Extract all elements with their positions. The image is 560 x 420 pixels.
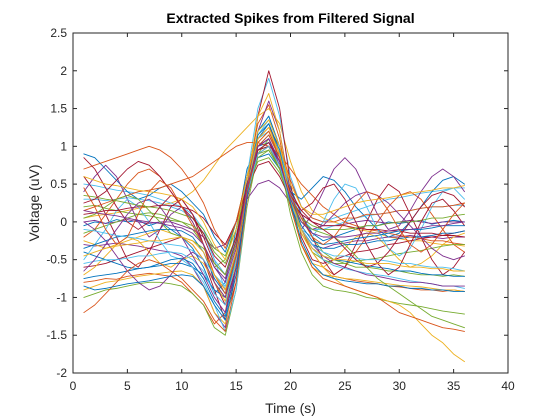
x-tick-label: 10 [175,379,189,393]
x-tick-label: 15 [229,379,243,393]
chart-title: Extracted Spikes from Filtered Signal [166,10,414,26]
x-tick-label: 40 [501,379,515,393]
x-tick-label: 30 [393,379,407,393]
y-tick-label: -2 [56,366,67,380]
y-tick-label: 1.5 [50,102,67,116]
x-tick-label: 25 [338,379,352,393]
series-line-26 [83,157,465,257]
series-line-4 [83,100,465,329]
series-line-19 [83,145,465,264]
x-tick-label: 5 [124,379,131,393]
series-line-35 [83,142,465,268]
ticks-layer: 0 5 10 15 20 25 30 35 40 -2 -1.5 -1 -0.5 0 0.5 1 1.5 2 2.5 [46,26,515,393]
series-line-7 [83,70,465,321]
x-axis-label: Time (s) [265,400,316,416]
y-tick-label: -1.5 [46,328,67,342]
series-line-39 [83,138,465,283]
series-layer [83,70,465,363]
y-axis-label: Voltage (uV) [26,164,42,241]
series-line-17 [83,92,465,325]
series-line-34 [83,145,465,287]
series-line-2 [83,104,465,325]
y-tick-label: 2.5 [50,26,67,40]
y-tick-label: -0.5 [46,253,67,267]
y-tick-label: -1 [56,290,67,304]
x-tick-label: 35 [447,379,461,393]
y-tick-label: 0.5 [50,177,67,191]
series-line-24 [83,130,465,363]
series-line-32 [83,142,465,314]
series-line-31 [83,119,465,261]
series-line-33 [83,149,465,329]
series-line-36 [83,123,465,321]
y-tick-label: 0 [60,215,67,229]
series-line-22 [83,115,465,317]
series-line-38 [83,126,465,291]
y-tick-label: 1 [60,139,67,153]
series-line-37 [83,134,465,295]
x-tick-label: 0 [70,379,77,393]
series-line-30 [83,130,465,332]
y-tick-label: 2 [60,64,67,78]
x-tick-label: 20 [284,379,298,393]
